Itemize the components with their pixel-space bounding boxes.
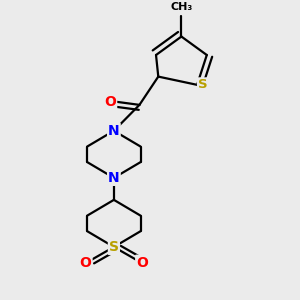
Text: N: N [108,124,120,138]
Text: S: S [198,78,208,91]
Text: CH₃: CH₃ [170,2,193,12]
Text: N: N [108,171,120,185]
Text: S: S [109,240,119,254]
Text: O: O [104,95,116,109]
Text: O: O [136,256,148,270]
Text: O: O [80,256,92,270]
